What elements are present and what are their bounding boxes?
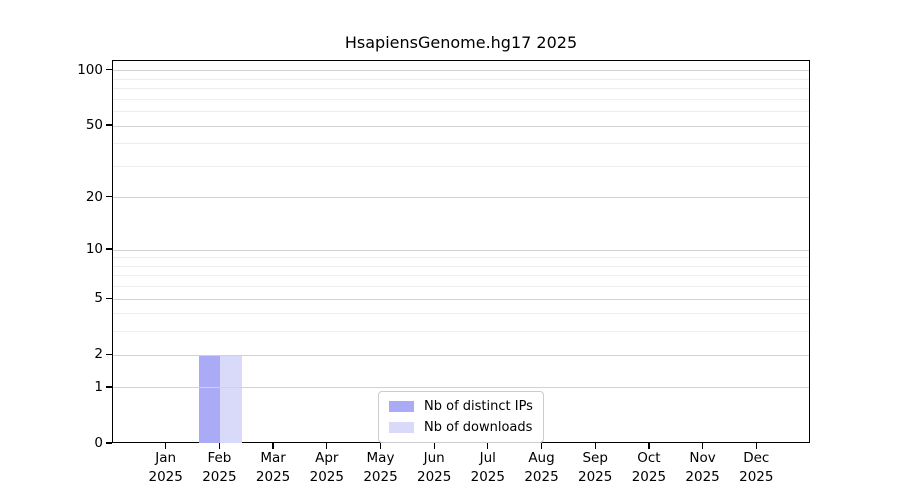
chart-title: HsapiensGenome.hg17 2025 (344, 33, 578, 52)
x-tick-month: Jul (479, 450, 496, 466)
gridline-minor-30 (113, 165, 809, 167)
x-tick-year: 2025 (202, 468, 237, 485)
plot-area (112, 60, 810, 443)
legend: Nb of distinct IPs Nb of downloads (378, 391, 544, 443)
y-tick-50 (106, 124, 112, 126)
x-tick-year: 2025 (417, 468, 452, 485)
legend-item-distinct-ips: Nb of distinct IPs (389, 397, 533, 416)
x-tick-year: 2025 (309, 468, 344, 485)
x-tick-year: 2025 (739, 468, 774, 485)
gridline-major-2 (113, 354, 809, 356)
y-tick-label-0: 0 (94, 435, 103, 451)
y-tick-10 (106, 248, 112, 250)
x-tick-label-12: Dec 2025 (720, 449, 792, 486)
x-tick-11 (702, 443, 704, 449)
gridline-major-5 (113, 298, 809, 300)
x-tick-year: 2025 (578, 468, 613, 485)
y-tick-1 (106, 386, 112, 388)
y-tick-label-100: 100 (77, 61, 103, 78)
gridline-major-100 (113, 70, 809, 72)
x-tick-10 (648, 443, 650, 449)
x-tick-month: Jan (155, 450, 177, 466)
x-tick-year: 2025 (631, 468, 667, 485)
gridline-minor-90 (113, 78, 809, 80)
gridline-minor-4 (113, 313, 809, 315)
legend-item-downloads: Nb of downloads (389, 418, 533, 437)
y-tick-20 (106, 196, 112, 198)
x-tick-2 (218, 443, 220, 449)
x-tick-4 (326, 443, 328, 449)
bar-downloads (220, 355, 242, 443)
bar-distinct-ips (198, 355, 221, 443)
y-tick-2 (106, 353, 112, 355)
legend-label-downloads: Nb of downloads (424, 420, 533, 435)
y-tick-label-20: 20 (85, 188, 103, 205)
y-tick-100 (106, 69, 112, 71)
x-tick-6 (433, 443, 435, 449)
gridline-major-50 (113, 125, 809, 127)
y-tick-label-10: 10 (85, 241, 103, 258)
x-tick-year: 2025 (363, 468, 398, 485)
gridline-major-1 (113, 387, 809, 389)
y-tick-label-1: 1 (94, 378, 103, 395)
bars-layer (113, 61, 809, 443)
x-tick-year: 2025 (524, 468, 559, 485)
legend-swatch-distinct-ips (389, 401, 414, 412)
gridline-minor-6 (113, 286, 809, 288)
legend-swatch-downloads (389, 422, 414, 433)
gridline-minor-40 (113, 143, 809, 145)
x-tick-8 (540, 443, 543, 449)
x-tick-5 (379, 443, 382, 449)
gridline-minor-9 (113, 257, 809, 259)
y-tick-0 (106, 442, 112, 444)
x-tick-month: Jun (423, 450, 445, 466)
x-tick-1 (165, 443, 167, 449)
y-tick-label-2: 2 (94, 346, 103, 363)
x-tick-label-5: May 2025 (345, 449, 417, 486)
gridline-major-20 (113, 197, 809, 199)
x-tick-label-7: Jul 2025 (452, 449, 524, 486)
x-tick-year: 2025 (148, 468, 183, 485)
x-tick-label-1: Jan 2025 (130, 449, 202, 486)
y-tick-label-50: 50 (85, 117, 103, 133)
gridline-minor-70 (113, 98, 809, 100)
x-tick-month: Aug (528, 450, 555, 466)
x-tick-year: 2025 (470, 468, 505, 485)
x-tick-label-3: Mar 2025 (237, 449, 309, 486)
x-tick-label-8: Aug 2025 (506, 449, 578, 486)
gridline-minor-80 (113, 88, 809, 90)
x-tick-month: May (366, 450, 395, 466)
x-tick-9 (594, 443, 596, 449)
x-tick-3 (272, 443, 274, 449)
x-tick-label-4: Apr 2025 (291, 449, 363, 486)
x-tick-label-6: Jun 2025 (398, 449, 470, 486)
x-tick-month: Dec (743, 450, 770, 466)
x-tick-month: Apr (315, 450, 339, 466)
x-tick-label-9: Sep 2025 (559, 449, 631, 486)
x-tick-month: Oct (637, 450, 661, 466)
x-tick-label-10: Oct 2025 (613, 449, 685, 486)
x-tick-label-11: Nov 2025 (667, 449, 739, 486)
x-tick-month: Feb (207, 450, 232, 466)
legend-label-distinct-ips: Nb of distinct IPs (424, 399, 533, 414)
y-tick-label-5: 5 (94, 290, 103, 307)
gridline-major-10 (113, 249, 809, 251)
gridlines-layer (113, 61, 809, 442)
x-tick-month: Mar (260, 450, 286, 466)
x-tick-7 (487, 443, 489, 449)
y-tick-5 (106, 297, 112, 299)
x-tick-month: Sep (582, 450, 608, 466)
x-tick-year: 2025 (685, 468, 720, 485)
x-tick-label-2: Feb 2025 (183, 449, 255, 486)
x-tick-year: 2025 (255, 468, 291, 485)
gridline-minor-8 (113, 265, 809, 267)
gridline-minor-7 (113, 275, 809, 277)
gridline-minor-3 (113, 331, 809, 333)
x-tick-month: Nov (689, 450, 716, 466)
x-tick-12 (755, 443, 757, 449)
gridline-minor-60 (113, 111, 809, 113)
